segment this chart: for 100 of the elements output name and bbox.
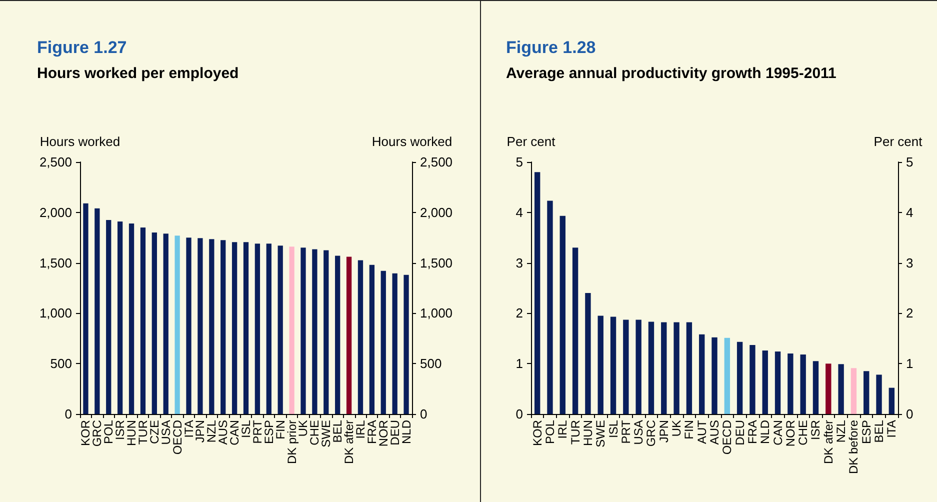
- x-tick-label: UK: [670, 420, 684, 437]
- x-tick-label: TUR: [568, 420, 582, 445]
- bar: [850, 368, 857, 414]
- x-tick-label: KOR: [530, 420, 544, 446]
- bar: [788, 354, 794, 414]
- bar: [140, 228, 146, 414]
- bar: [198, 238, 203, 414]
- x-tick-label: NLD: [758, 420, 772, 444]
- x-tick-label: FIN: [682, 420, 696, 440]
- x-tick-label: SWE: [594, 420, 608, 448]
- x-tick-label: AUS: [216, 420, 230, 445]
- bar: [610, 316, 616, 414]
- y-tick-label: 4: [516, 204, 523, 220]
- bar: [661, 322, 667, 414]
- bar: [774, 352, 781, 414]
- bar: [534, 172, 540, 414]
- y2-axis-title: Per cent: [874, 134, 923, 149]
- bar: [762, 350, 768, 414]
- bar: [358, 260, 364, 414]
- x-tick-label: ESP: [262, 420, 276, 444]
- y-tick-label: 2,500: [39, 154, 72, 170]
- bar: [736, 342, 743, 414]
- y2-tick-label: 2,500: [420, 154, 453, 170]
- bar: [888, 388, 895, 414]
- x-tick-label: CAN: [770, 420, 785, 446]
- bar: [220, 240, 226, 414]
- y2-tick-label: 0: [906, 406, 914, 422]
- bar: [876, 374, 882, 414]
- y2-tick-label: 3: [906, 255, 914, 270]
- y2-tick-label: 5: [906, 154, 914, 170]
- y-tick-label: 1,000: [39, 306, 72, 321]
- chart-title: Figure 1.28: [506, 38, 596, 57]
- chart-subtitle: Average annual productivity growth 1995-2011: [506, 65, 836, 82]
- x-tick-label: GRC: [644, 420, 658, 447]
- y-tick-label: 1,500: [39, 255, 72, 270]
- bar: [152, 232, 157, 414]
- bar: [826, 364, 832, 414]
- bar: [83, 203, 88, 414]
- bar: [312, 249, 318, 414]
- bar: [243, 242, 249, 414]
- y2-tick-label: 1,500: [420, 255, 453, 270]
- bar: [750, 344, 756, 414]
- x-tick-label: KOR: [78, 420, 93, 446]
- x-tick-label: NLD: [399, 420, 414, 444]
- y2-tick-label: 4: [906, 204, 914, 220]
- y2-axis-title: Hours worked: [372, 134, 452, 149]
- bar: [623, 320, 629, 414]
- bar: [598, 316, 604, 414]
- y-tick-label: 0: [64, 406, 72, 422]
- x-tick-label: GRC: [90, 420, 104, 447]
- x-tick-label: HUN: [580, 420, 595, 446]
- x-tick-label: SWE: [319, 420, 334, 448]
- bar: [698, 334, 705, 414]
- x-tick-label: DEU: [388, 420, 402, 446]
- bar: [547, 200, 553, 414]
- x-tick-label: FRA: [364, 420, 379, 444]
- bar: [838, 364, 844, 414]
- bar: [648, 322, 654, 414]
- y-axis-title: Per cent: [506, 134, 556, 149]
- x-tick-label: POL: [102, 420, 116, 444]
- bar: [800, 354, 806, 414]
- y2-tick-label: 500: [420, 356, 442, 372]
- x-tick-label: FRA: [745, 420, 760, 444]
- x-tick-label: PRT: [618, 419, 633, 444]
- x-tick-label: BEL: [872, 420, 886, 443]
- x-tick-label: BEL: [330, 420, 345, 443]
- x-tick-label: CAN: [228, 420, 242, 446]
- y-tick-label: 2: [516, 306, 523, 321]
- bar: [724, 338, 730, 414]
- y-tick-label: 500: [50, 356, 72, 372]
- bar: [812, 361, 819, 414]
- y-tick-label: 5: [516, 154, 523, 170]
- x-tick-label: PRT: [250, 419, 264, 444]
- y-tick-label: 0: [516, 406, 523, 422]
- x-tick-label: IRL: [556, 420, 570, 439]
- chart-title: Figure 1.27: [37, 38, 127, 57]
- x-tick-label: OECD: [720, 420, 734, 455]
- bar: [404, 274, 409, 414]
- y-tick-label: 1: [516, 356, 523, 372]
- bar: [278, 246, 283, 414]
- bar: [864, 371, 870, 414]
- bar: [128, 223, 134, 414]
- x-tick-label: ISR: [808, 420, 823, 440]
- bar: [335, 256, 340, 414]
- x-tick-label: FIN: [273, 420, 288, 440]
- bar: [209, 239, 214, 414]
- bar: [392, 273, 398, 414]
- bar: [174, 236, 180, 414]
- y-tick-label: 2,000: [39, 204, 72, 220]
- bar: [572, 248, 578, 414]
- y2-tick-label: 2,000: [420, 204, 453, 220]
- x-tick-label: ISL: [606, 420, 620, 438]
- x-tick-label: OECD: [170, 420, 184, 455]
- x-tick-label: ISR: [113, 420, 128, 440]
- x-tick-label: USA: [158, 420, 173, 445]
- y-axis-title: Hours worked: [40, 134, 120, 149]
- x-tick-label: DK after: [821, 420, 836, 464]
- bar: [254, 244, 260, 414]
- x-tick-label: NZL: [834, 420, 848, 443]
- bar: [585, 293, 591, 414]
